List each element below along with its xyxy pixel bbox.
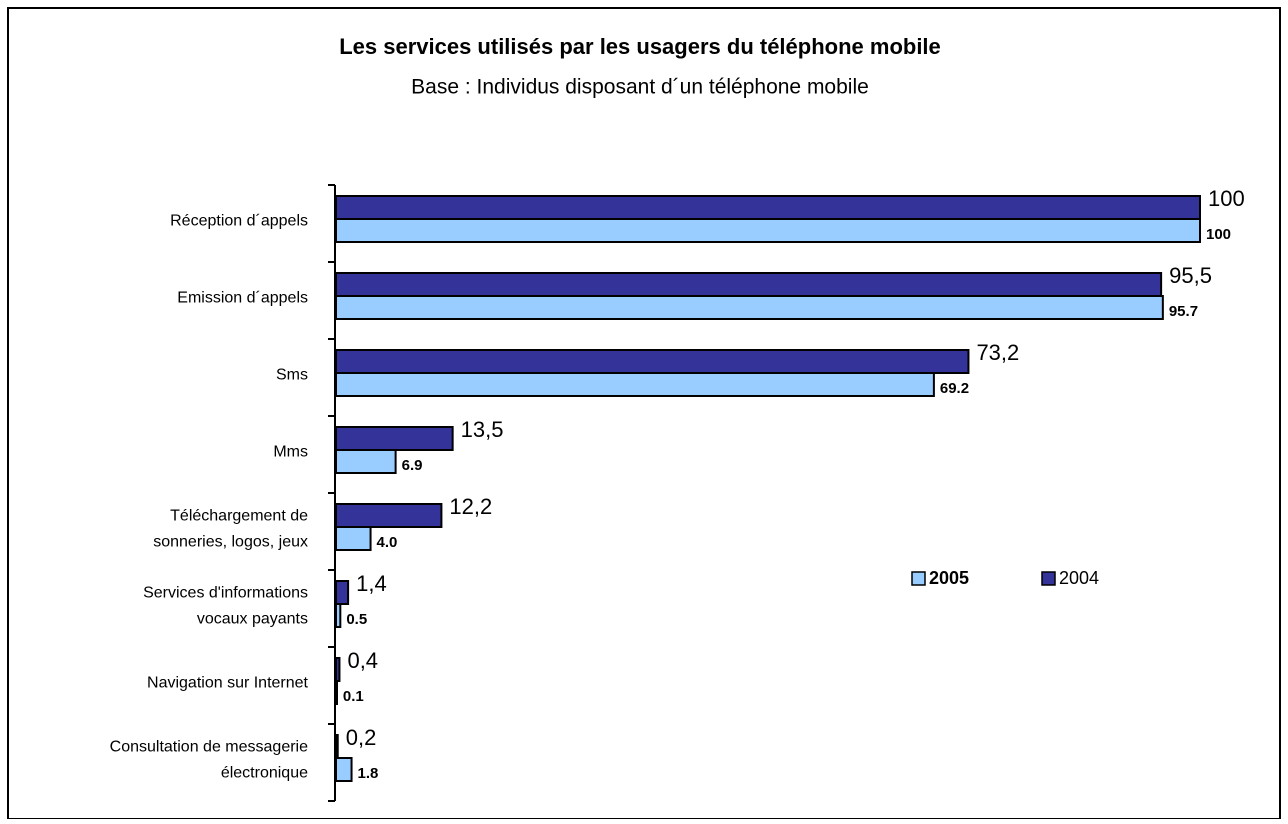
y-tick-label: Sms [276,367,308,384]
legend-swatch [1041,571,1056,586]
legend-label: 2005 [929,568,969,588]
bar [335,657,341,682]
y-tick-label: électronique [221,765,308,782]
value-label: 69.2 [940,380,969,397]
bar [335,503,443,528]
value-label: 13,5 [461,417,504,442]
value-label: 0.5 [346,611,367,628]
value-label: 1.8 [358,765,379,782]
value-label: 73,2 [976,340,1019,365]
y-tick-label: Mms [273,444,308,461]
y-tick-label: Emission d´appels [177,290,308,307]
bar [335,580,350,605]
y-tick-label: sonneries, logos, jeux [153,534,308,551]
value-label: 6.9 [402,457,423,474]
bar [335,272,1163,297]
bar [335,757,353,782]
value-label: 95.7 [1169,303,1198,320]
value-label: 0,4 [347,648,378,673]
value-label: 12,2 [449,494,492,519]
y-tick-label: Services d'informations [143,585,308,602]
bar [335,603,342,628]
chart-subtitle: Base : Individus disposant d´un téléphon… [411,76,869,99]
value-label: 0.1 [343,688,364,705]
value-label: 1,4 [356,571,387,596]
bar [335,734,339,759]
y-tick-label: Réception d´appels [170,213,308,230]
bar [335,372,935,397]
bar [335,295,1164,320]
legend-swatch [911,571,926,586]
value-label: 95,5 [1169,263,1212,288]
value-label: 0,2 [346,725,377,750]
y-tick-label: Navigation sur Internet [147,675,309,692]
chart-title: Les services utilisés par les usagers du… [339,34,941,59]
value-label: 100 [1208,186,1245,211]
legend-label: 2004 [1059,568,1099,588]
y-tick-label: Consultation de messagerie [110,739,308,756]
bar [335,449,397,474]
bar [335,680,338,705]
bar [335,349,970,374]
value-label: 4.0 [377,534,398,551]
y-tick-label: Téléchargement de [170,508,308,525]
frame [7,7,1281,820]
bar [335,426,454,451]
bar [335,195,1201,220]
bar [335,218,1201,243]
y-tick-label: vocaux payants [197,611,308,628]
bar [335,526,372,551]
value-label: 100 [1206,226,1231,243]
